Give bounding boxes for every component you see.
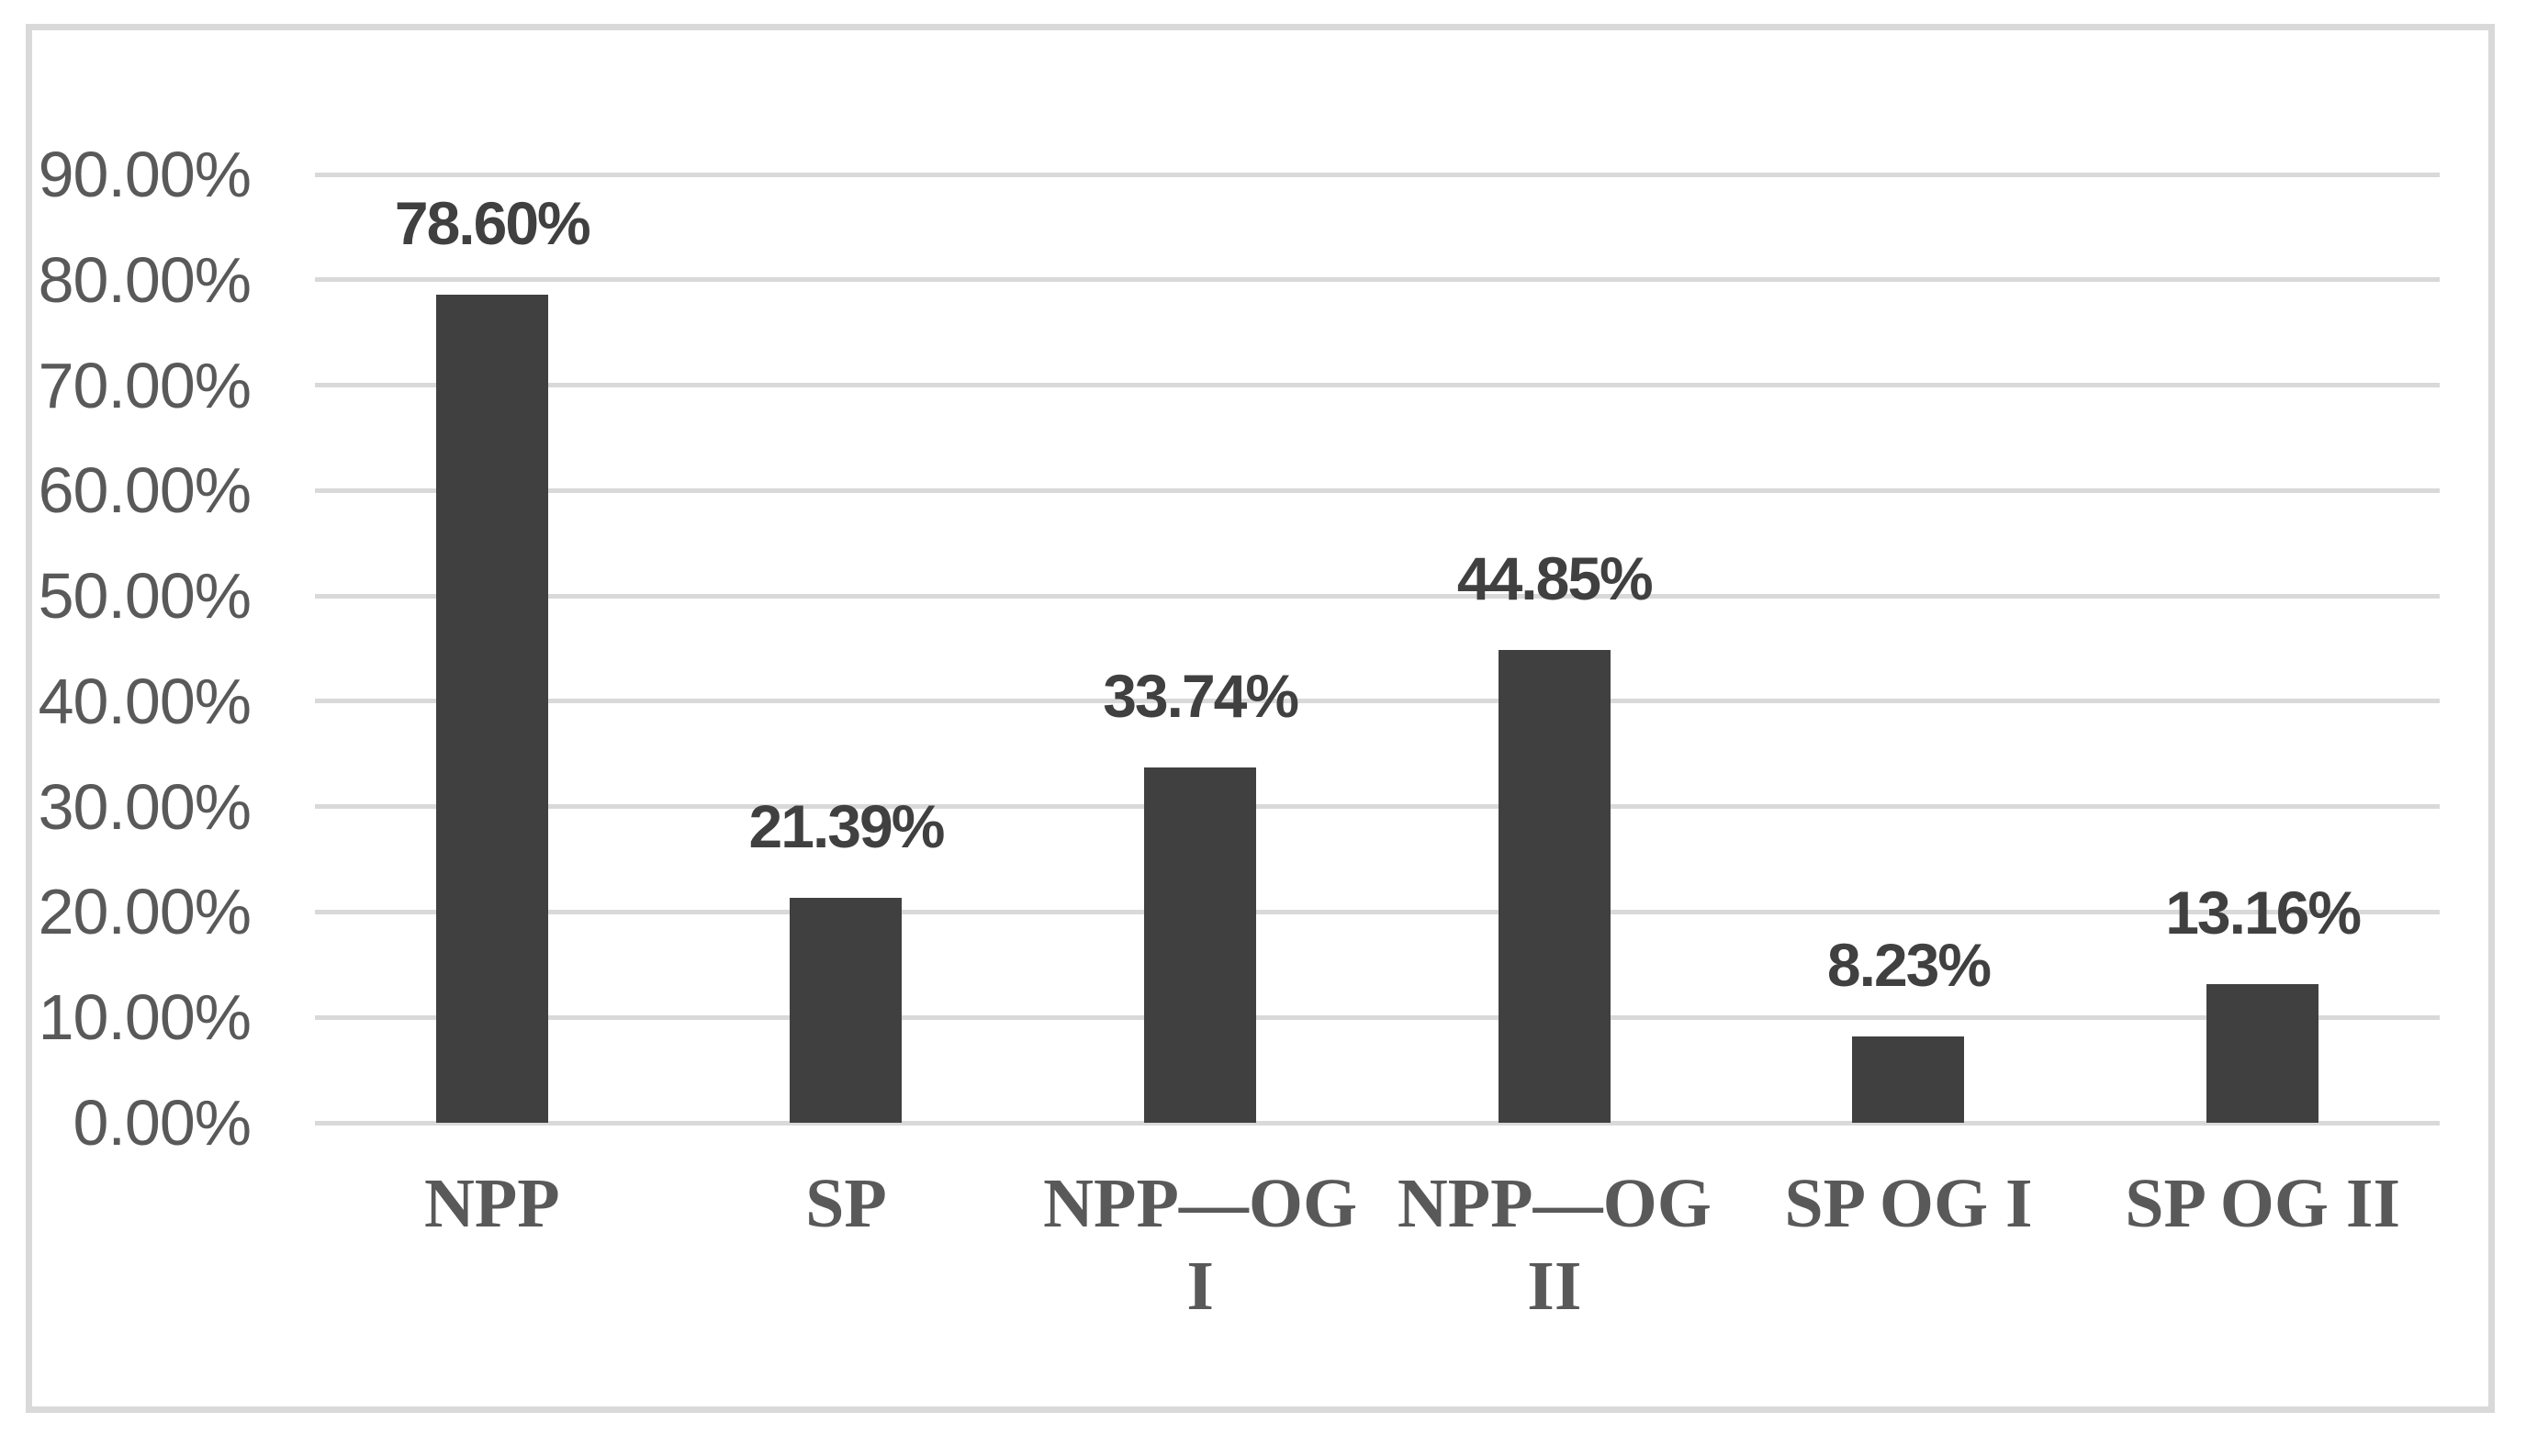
gridline	[315, 383, 2440, 388]
x-category-label: SP	[805, 1165, 887, 1242]
gridline	[315, 487, 2440, 493]
x-category-label: NPP—OG I	[1043, 1165, 1358, 1325]
y-tick-label: 50.00%	[38, 560, 252, 633]
bar-value-label: 78.60%	[394, 188, 591, 257]
gridline	[315, 1014, 2440, 1020]
bar-NPP	[435, 294, 548, 1123]
gridline	[315, 593, 2440, 599]
bar-value-label: 33.74%	[1103, 661, 1299, 730]
x-category-label: NPP—OG II	[1397, 1165, 1712, 1325]
bar-slot: 8.23%	[1732, 174, 2086, 1123]
y-tick-label: 80.00%	[38, 243, 252, 316]
gridline	[315, 804, 2440, 810]
bar-value-label: 21.39%	[748, 791, 946, 860]
bar-value-label: 8.23%	[1826, 930, 1992, 999]
bar-SP OG I	[1852, 1036, 1965, 1123]
plot-area: 78.60% 21.39% 33.74% 44.85% 8.23% 13.16%	[315, 172, 2440, 1126]
gridline	[315, 1120, 2440, 1126]
gridline	[315, 909, 2440, 914]
x-category-label: SP OG II	[2125, 1165, 2401, 1242]
chart-outer-border	[26, 24, 2495, 1413]
bar-slot: 21.39%	[669, 174, 1024, 1123]
y-tick-label: 70.00%	[38, 349, 252, 421]
y-tick-label: 10.00%	[38, 981, 252, 1054]
bar-slot: 44.85%	[1377, 174, 1732, 1123]
x-category-label: NPP	[423, 1165, 560, 1242]
gridline	[315, 699, 2440, 704]
x-category-label: SP OG I	[1784, 1165, 2033, 1242]
y-tick-label: 0.00%	[73, 1087, 252, 1159]
y-tick-label: 20.00%	[38, 876, 252, 948]
y-tick-label: 90.00%	[38, 139, 252, 210]
gridline	[315, 277, 2440, 283]
y-tick-label: 40.00%	[38, 665, 252, 737]
bar-slot: 13.16%	[2085, 174, 2440, 1123]
bar-slot: 33.74%	[1023, 174, 1377, 1123]
bar-value-label: 13.16%	[2165, 878, 2362, 946]
y-tick-label: 60.00%	[38, 454, 252, 527]
bar-NPP—OG II	[1498, 650, 1611, 1123]
bar-value-label: 44.85%	[1456, 544, 1654, 613]
y-axis-tick-labels: 90.00% 80.00% 70.00% 60.00% 50.00% 40.00% 30.0…	[0, 141, 252, 1156]
y-tick-label: 30.00%	[38, 770, 252, 843]
bar-SP OG II	[2206, 983, 2319, 1123]
bar-NPP—OG I	[1144, 767, 1257, 1123]
bar-SP	[790, 897, 903, 1123]
gridline	[315, 172, 2440, 177]
bar-slot: 78.60%	[315, 174, 669, 1123]
